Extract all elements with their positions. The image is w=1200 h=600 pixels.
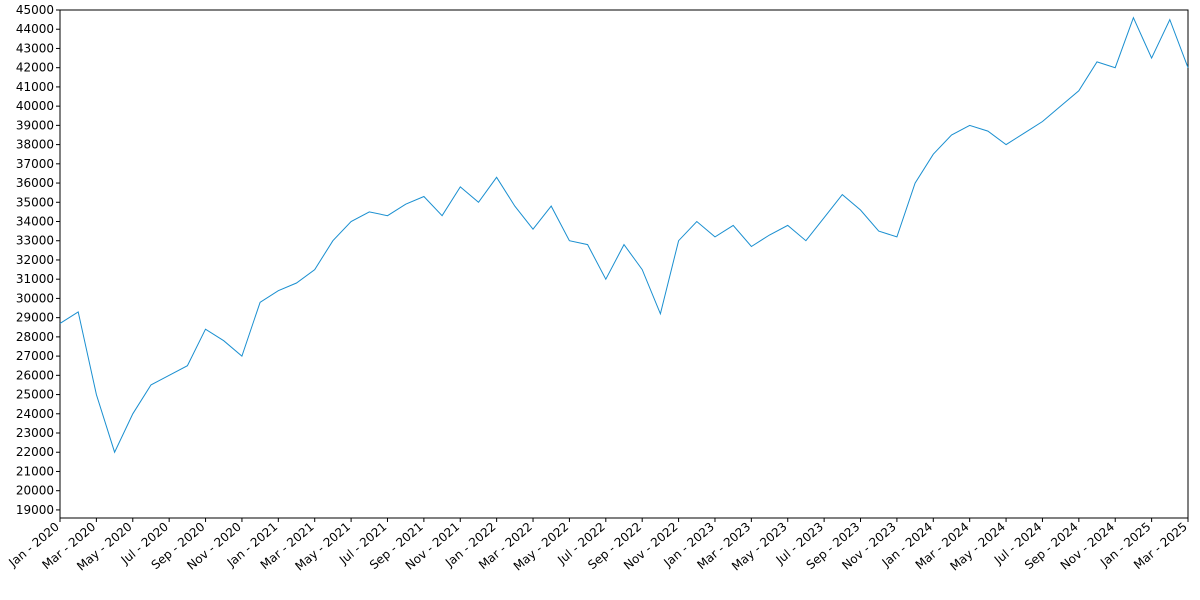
y-tick-label: 21000: [16, 464, 54, 478]
y-tick-label: 31000: [16, 272, 54, 286]
y-tick-label: 32000: [16, 253, 54, 267]
y-tick-label: 33000: [16, 234, 54, 248]
y-tick-label: 19000: [16, 503, 54, 517]
y-tick-label: 25000: [16, 388, 54, 402]
y-tick-label: 35000: [16, 195, 54, 209]
y-tick-label: 43000: [16, 41, 54, 55]
y-tick-label: 37000: [16, 157, 54, 171]
y-tick-label: 44000: [16, 22, 54, 36]
plot-frame: [59, 9, 1189, 519]
y-tick-label: 42000: [16, 61, 54, 75]
y-tick-label: 38000: [16, 138, 54, 152]
y-tick-label: 41000: [16, 80, 54, 94]
y-tick-label: 39000: [16, 118, 54, 132]
y-tick-label: 24000: [16, 407, 54, 421]
y-tick-label: 27000: [16, 349, 54, 363]
y-tick-label: 30000: [16, 291, 54, 305]
line: [59, 16, 1189, 454]
y-tick-label: 20000: [16, 484, 54, 498]
y-tick-label: 28000: [16, 330, 54, 344]
y-tick-label: 40000: [16, 99, 54, 113]
y-tick-label: 22000: [16, 445, 54, 459]
y-tick-label: 34000: [16, 215, 54, 229]
y-tick-label: 26000: [16, 368, 54, 382]
y-tick-label: 36000: [16, 176, 54, 190]
y-tick-label: 23000: [16, 426, 54, 440]
y-tick-label: 29000: [16, 311, 54, 325]
y-tick-label: 45000: [16, 3, 54, 17]
